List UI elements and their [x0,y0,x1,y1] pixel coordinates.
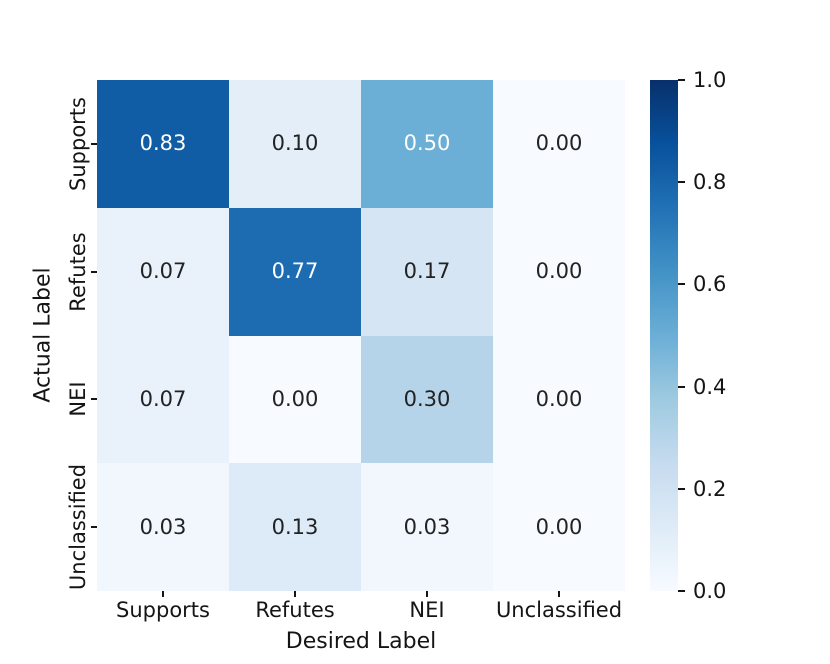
cell-refutes-supports: 0.07 [97,207,229,336]
cell-nei-refutes: 0.00 [229,335,361,464]
y-tick-mark-refutes [91,270,97,273]
cell-unclassified-supports: 0.03 [97,463,229,591]
y-tick-mark-unclassified [91,526,97,529]
colorbar-tick-label-0-6: 0.6 [693,272,727,297]
colorbar-tick-label-0-2: 0.2 [693,476,727,501]
cell-nei-unclassified: 0.00 [493,335,625,464]
colorbar-gradient [650,80,678,591]
colorbar-tick-label-0-0: 0.0 [693,579,727,603]
x-tick-mark-supports [162,591,164,597]
x-tick-mark-unclassified [558,591,560,597]
y-tick-mark-supports [91,142,97,145]
x-axis-title: Desired Label [285,629,437,654]
cell-unclassified-unclassified: 0.00 [493,463,625,591]
x-tick-label-refutes: Refutes [255,598,335,622]
colorbar-tick-mark-0-6 [678,283,685,286]
cell-nei-nei: 0.30 [361,335,493,464]
x-tick-mark-refutes [294,591,296,597]
cell-nei-supports: 0.07 [97,335,229,464]
colorbar-tick-label-1-0: 1.0 [693,68,727,92]
x-tick-label-supports: Supports [116,598,210,622]
y-tick-label-unclassified: Unclassified [66,464,90,591]
y-tick-mark-nei [91,398,97,401]
y-tick-label-nei: NEI [66,381,90,417]
cell-refutes-nei: 0.17 [361,207,493,336]
colorbar-tick-mark-0-2 [678,487,685,490]
colorbar-tick-mark-0-4 [678,385,685,388]
cell-supports-unclassified: 0.00 [493,80,625,208]
colorbar-tick-mark-0-0 [678,590,685,592]
cell-unclassified-refutes: 0.13 [229,463,361,591]
cell-supports-supports: 0.83 [97,80,229,208]
y-axis-title: Actual Label [30,267,56,403]
cell-supports-refutes: 0.10 [229,80,361,208]
y-tick-label-supports: Supports [66,96,90,191]
cell-refutes-refutes: 0.77 [229,207,361,336]
y-tick-label-refutes: Refutes [66,231,90,312]
heatmap-grid: 0.83 0.10 0.50 0.00 0.07 0.77 0.17 0.00 0.07 0.00… [97,80,625,591]
x-tick-label-nei: NEI [409,598,445,622]
cell-supports-nei: 0.50 [361,80,493,208]
x-tick-mark-nei [426,591,428,597]
cell-refutes-unclassified: 0.00 [493,207,625,336]
colorbar-tick-mark-1-0 [678,79,685,81]
x-tick-label-unclassified: Unclassified [495,598,623,622]
colorbar-tick-label-0-4: 0.4 [693,374,727,399]
cell-unclassified-nei: 0.03 [361,463,493,591]
colorbar-tick-label-0-8: 0.8 [693,170,727,195]
colorbar-tick-mark-0-8 [678,181,685,184]
